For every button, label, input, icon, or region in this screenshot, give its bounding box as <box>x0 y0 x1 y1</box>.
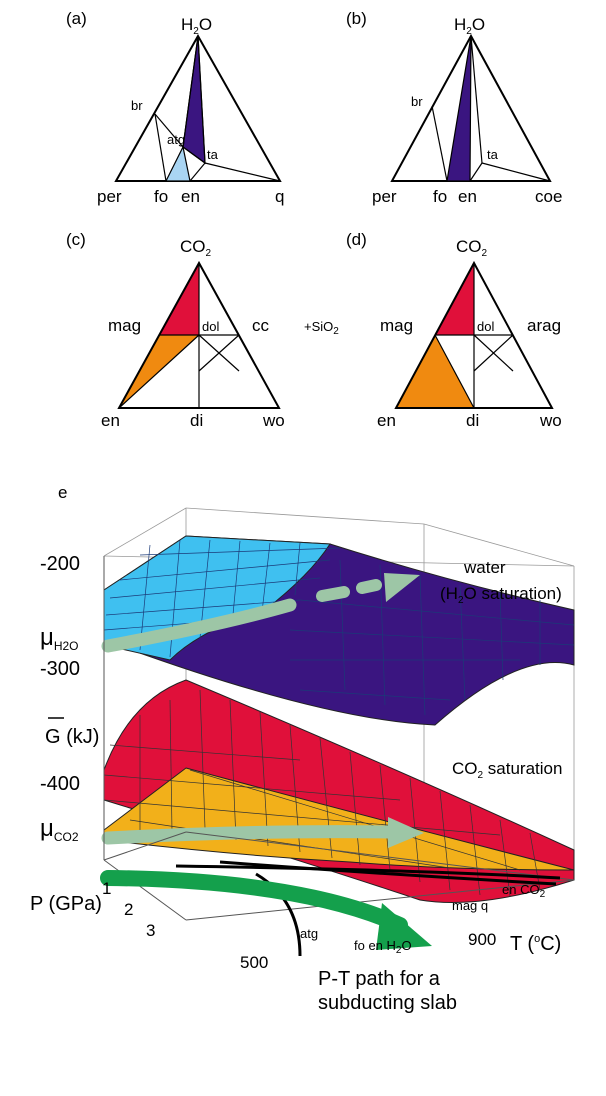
panel-b-br: br <box>411 94 423 109</box>
panel-a-tag: (a) <box>66 9 87 28</box>
p-tick-label: 1 <box>102 879 111 898</box>
y-tick-label: -300 <box>40 658 80 680</box>
mu-co2-label: μCO2 <box>40 815 79 844</box>
panel-d-tag: (d) <box>346 230 367 249</box>
panel-d-tie-line <box>434 334 475 409</box>
panel-a-br: br <box>131 98 143 113</box>
co2-path-arrow <box>101 825 397 845</box>
water-path-arrow-solid <box>101 598 297 653</box>
panel-a-lightblue-field <box>165 145 191 182</box>
panel-c-mag: mag <box>108 316 141 335</box>
panel-c: (c) CO2 mag dol cc en di wo <box>66 230 285 430</box>
t-tick-label: 900 <box>468 930 496 949</box>
panel-d-orange-field <box>396 335 474 408</box>
panel-c-en: en <box>101 411 120 430</box>
panel-c-cc: cc <box>252 316 270 335</box>
panel-b-en: en <box>458 187 477 206</box>
water-saturation-label: (H2O saturation) <box>440 584 562 606</box>
panel-c-wo: wo <box>262 411 285 430</box>
panel-a-atg: atg <box>167 132 185 147</box>
water-path-arrow-dashes <box>316 579 382 602</box>
panel-e: e <box>30 483 575 1014</box>
panel-c-di: di <box>190 411 203 430</box>
panel-a-tie-line <box>189 162 206 182</box>
panel-c-tie-line <box>198 334 240 372</box>
panel-b-ta: ta <box>487 147 499 162</box>
panel-c-apex-label: CO2 <box>180 237 212 259</box>
water-label: water <box>463 558 506 577</box>
panel-b-tie-line <box>469 162 483 182</box>
panel-d-tie-line <box>473 334 514 372</box>
y-tick-label: -400 <box>40 773 80 795</box>
panel-d-mag: mag <box>380 316 413 335</box>
curve-label-fo-en-h2o: fo en H2O <box>354 938 412 956</box>
panel-b-fo: fo <box>433 187 447 206</box>
co2-saturation-label: CO2 saturation <box>452 759 562 781</box>
panel-b-triangle <box>390 33 552 182</box>
panel-d-di: di <box>466 411 479 430</box>
curve-label-mag-q: mag q <box>452 898 488 913</box>
water-surface-grid <box>103 539 575 716</box>
panel-b-tie-line <box>431 105 448 182</box>
panel-d-en: en <box>377 411 396 430</box>
panel-a-tie-line <box>182 35 199 148</box>
water-path-arrowhead <box>384 573 420 602</box>
panel-c-tie-line <box>118 334 200 409</box>
panel-a-en: en <box>181 187 200 206</box>
panel-b-per: per <box>372 187 397 206</box>
panel-c-tag: (c) <box>66 230 86 249</box>
panel-d-arag: arag <box>527 316 561 335</box>
co2-path-arrowhead <box>388 817 424 848</box>
co2-surface-grid <box>103 689 541 897</box>
panel-a-per: per <box>97 187 122 206</box>
p-tick-label: 2 <box>124 900 133 919</box>
panel-a-ta: ta <box>207 147 219 162</box>
panel-b: (b) H2O br ta per fo en coe <box>346 9 562 206</box>
pressure-axis-label: P (GPa) <box>30 893 102 915</box>
t-tick-label: 500 <box>240 953 268 972</box>
panel-a-tie-line <box>204 162 281 182</box>
curve-label-atg: atg <box>300 926 318 941</box>
panel-d-wo: wo <box>539 411 562 430</box>
curve-label-en-co2: en CO2 <box>502 882 546 900</box>
panel-a-q: q <box>275 187 284 206</box>
panel-a-triangle <box>114 33 282 182</box>
pt-path-caption-line2: subducting slab <box>318 992 457 1014</box>
panel-a-tie-line <box>154 113 167 182</box>
panel-b-apex-label: H2O <box>454 15 485 37</box>
p-tick-label: 3 <box>146 921 155 940</box>
panel-a-fo: fo <box>154 187 168 206</box>
panel-a-tie-line <box>182 146 206 164</box>
temperature-axis-label: T (oC) <box>510 933 561 955</box>
panel-b-coe: coe <box>535 187 562 206</box>
reaction-curve-en-co2 <box>175 864 561 880</box>
panel-b-tie-line <box>470 35 483 164</box>
panel-b-tie-line <box>481 162 551 182</box>
mu-h2o-label: μH2O <box>40 624 79 653</box>
co2-surface-dolomite-field <box>103 767 575 871</box>
pt-path-arrow <box>100 870 408 933</box>
panel-a: (a) H2O br atg ta per fo en q <box>66 9 284 206</box>
y-axis-label: G (kJ) <box>45 726 99 748</box>
panel-a-tie-line <box>197 35 206 164</box>
pt-path-caption-line1: P-T path for a <box>318 968 441 990</box>
panel-a-apex-label: H2O <box>181 15 212 37</box>
panel-d-apex-label: CO2 <box>456 237 488 259</box>
box-front-edges <box>103 556 575 921</box>
panel-d-dol: dol <box>477 319 494 334</box>
y-tick-label: -200 <box>40 553 80 575</box>
panel-b-violet-field <box>446 35 472 182</box>
panel-d: (d) CO2 mag dol arag en di wo <box>346 230 562 430</box>
panel-c-dol: dol <box>202 319 219 334</box>
pt-path-arrowhead <box>376 903 432 950</box>
reaction-curve-atg <box>255 872 302 957</box>
panel-b-tag: (b) <box>346 9 367 28</box>
panel-e-tag: e <box>58 483 67 502</box>
reaction-curve-mag-q <box>219 860 557 886</box>
panel-a-tie-line <box>154 113 184 148</box>
plus-sio2-label: +SiO2 <box>304 319 339 337</box>
